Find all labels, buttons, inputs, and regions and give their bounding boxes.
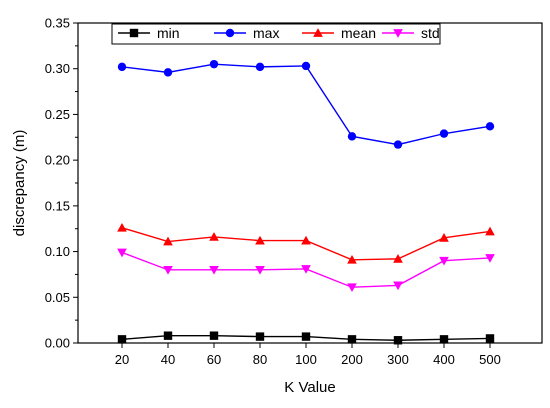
data-point-mean bbox=[163, 236, 173, 246]
x-tick-label: 40 bbox=[161, 352, 175, 367]
legend-item-mean: mean bbox=[302, 25, 376, 41]
x-tick-label: 100 bbox=[295, 352, 317, 367]
y-tick-label: 0.30 bbox=[45, 61, 70, 76]
data-point-max bbox=[163, 68, 173, 77]
data-point-std bbox=[439, 256, 449, 266]
data-point-mean bbox=[347, 254, 357, 264]
data-point-std bbox=[485, 254, 495, 263]
y-tick-label: 0.20 bbox=[45, 153, 70, 168]
legend-item-min: min bbox=[118, 25, 180, 41]
data-point-mean bbox=[117, 222, 127, 232]
series-line-max bbox=[121, 63, 491, 146]
data-point-min bbox=[393, 336, 403, 345]
data-point-min bbox=[347, 335, 357, 344]
series-layer bbox=[117, 59, 495, 345]
legend-item-std: std bbox=[382, 25, 440, 41]
data-point-mean bbox=[209, 232, 219, 241]
data-point-max bbox=[255, 62, 265, 72]
x-tick-label: 300 bbox=[387, 352, 409, 367]
x-axis-title: K Value bbox=[284, 379, 335, 396]
data-point-min bbox=[117, 335, 127, 344]
axes-layer: 0.00 0.05 0.10 0.15 0.20 0.25 0.30 0.35 20 40 60 80… bbox=[45, 16, 543, 367]
data-point-std bbox=[255, 265, 265, 275]
x-tick-label: 500 bbox=[479, 352, 501, 367]
data-point-max bbox=[209, 59, 219, 69]
data-point-max bbox=[117, 62, 127, 72]
data-point-min bbox=[255, 332, 265, 341]
data-point-max bbox=[347, 132, 357, 141]
x-tick-label: 60 bbox=[207, 352, 221, 367]
data-point-min bbox=[209, 331, 219, 340]
y-tick-label: 0.00 bbox=[45, 336, 70, 351]
x-tick-label: 20 bbox=[115, 352, 129, 367]
y-tick-label: 0.15 bbox=[45, 198, 70, 213]
data-point-mean bbox=[439, 233, 449, 242]
legend-label: std bbox=[421, 25, 440, 41]
data-point-std bbox=[117, 248, 127, 258]
legend-box bbox=[111, 23, 441, 45]
data-point-mean bbox=[301, 235, 311, 245]
data-point-std bbox=[163, 265, 173, 275]
y-tick-label: 0.05 bbox=[45, 290, 70, 305]
data-point-min bbox=[485, 334, 495, 343]
data-point-min bbox=[163, 331, 173, 340]
series-mean bbox=[117, 222, 495, 264]
legend-label: mean bbox=[341, 25, 376, 41]
y-tick-label: 0.25 bbox=[45, 107, 70, 122]
data-point-std bbox=[393, 281, 403, 291]
data-point-mean bbox=[485, 226, 495, 236]
data-point-std bbox=[347, 283, 357, 293]
data-point-mean bbox=[255, 235, 265, 245]
data-point-min bbox=[301, 332, 311, 341]
data-point-min bbox=[439, 335, 449, 344]
y-tick-label: 0.35 bbox=[45, 16, 70, 31]
data-point-max bbox=[393, 140, 403, 149]
x-tick-label: 400 bbox=[433, 352, 455, 367]
x-tick-label: 200 bbox=[341, 352, 363, 367]
y-tick-label: 0.10 bbox=[45, 244, 70, 259]
legend-label: max bbox=[253, 25, 279, 41]
x-tick-label: 80 bbox=[253, 352, 267, 367]
legend-label: min bbox=[157, 25, 180, 41]
data-point-max bbox=[485, 122, 495, 131]
y-axis-title: discrepancy (m) bbox=[11, 130, 28, 237]
series-min bbox=[117, 331, 495, 345]
data-point-mean bbox=[393, 254, 403, 263]
legend: min max mean std bbox=[111, 23, 441, 45]
series-std bbox=[117, 248, 495, 293]
data-point-max bbox=[439, 129, 449, 138]
legend-item-max: max bbox=[214, 25, 279, 41]
series-max bbox=[117, 59, 495, 149]
legend-marker bbox=[393, 29, 403, 38]
data-point-std bbox=[301, 265, 311, 274]
legend-marker bbox=[313, 28, 323, 37]
legend-marker bbox=[225, 28, 235, 38]
data-point-std bbox=[209, 265, 219, 275]
data-point-max bbox=[301, 61, 311, 71]
legend-marker bbox=[129, 28, 139, 38]
